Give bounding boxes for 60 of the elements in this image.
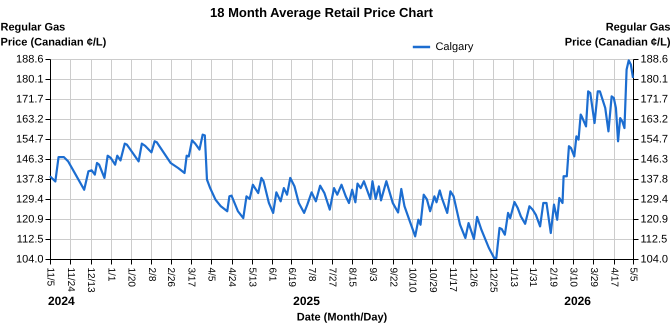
- y-tick-label: 129.4: [16, 193, 44, 206]
- y2-tick-label: 129.4: [640, 193, 668, 206]
- y2-tick-label: 180.1: [640, 74, 668, 86]
- x-tick-label: 6/19: [286, 268, 297, 288]
- y2-tick-label: 188.6: [640, 54, 668, 66]
- x-tick-label: 9/3: [366, 268, 378, 282]
- x-tick-label: 2/8: [146, 268, 157, 282]
- y2-tick-label: 137.8: [640, 174, 668, 186]
- text: 2026: [564, 294, 592, 308]
- y2-tick-label: 146.3: [640, 154, 668, 166]
- y-tick-label: 104.0: [16, 254, 44, 266]
- y2-tick-label: 163.2: [640, 114, 668, 126]
- y2-tick-label: 112.5: [640, 233, 668, 246]
- x-tick-label: 11/17: [447, 268, 458, 292]
- x-tick-label: 6/1: [266, 268, 278, 282]
- x-tick-label: 2/26: [165, 268, 176, 288]
- x-tick-label: 7/8: [306, 268, 318, 282]
- x-tick-label: 12/13: [85, 268, 96, 293]
- y-tick-label: 154.7: [16, 134, 44, 146]
- y-tick-label: 163.2: [16, 114, 44, 126]
- y-tick-label: 137.8: [16, 174, 44, 186]
- y-tick-label: 188.6: [16, 54, 44, 66]
- x-tick-label: 3/10: [568, 268, 579, 288]
- x-axis-title: Date (Month/Day): [296, 312, 388, 324]
- text: 2025: [293, 294, 320, 308]
- chart-title: 18 Month Average Retail Price Chart: [210, 5, 434, 20]
- x-tick-label: 1/31: [527, 268, 538, 288]
- y-tick-label: 120.9: [16, 214, 44, 226]
- y2-tick-label: 104.0: [640, 254, 668, 266]
- x-tick-label: 3/17: [185, 268, 196, 288]
- x-tick-label: 12/25: [488, 268, 499, 293]
- y-tick-label: 112.5: [16, 233, 44, 246]
- x-tick-label: 10/10: [406, 268, 418, 293]
- y-tick-label: 180.1: [16, 74, 44, 86]
- x-tick-label: 4/24: [226, 268, 238, 288]
- legend-label: Calgary: [435, 41, 474, 53]
- x-tick-label: 3/29: [588, 268, 599, 288]
- x-tick-label: 10/29: [426, 268, 438, 293]
- y-tick-label: 171.7: [16, 93, 44, 106]
- x-tick-label: 5/5: [628, 268, 638, 282]
- x-tick-label: 12/6: [467, 268, 478, 288]
- y-tick-label: 146.3: [16, 154, 44, 166]
- x-tick-label: 1/13: [508, 268, 519, 288]
- text: 2024: [48, 294, 76, 308]
- x-tick-label: 4/5: [206, 268, 217, 282]
- x-tick-label: 4/17: [608, 268, 620, 288]
- x-tick-label: 9/22: [387, 268, 398, 288]
- y2-axis-title: Regular Gas Price (Canadian ¢/L): [564, 22, 670, 48]
- y2-tick-label: 120.9: [640, 214, 668, 226]
- x-tick-label: 5/13: [246, 268, 258, 288]
- y2-tick-label: 171.7: [640, 93, 668, 106]
- x-tick-label: 11/24: [64, 268, 76, 292]
- x-tick-label: 1/20: [126, 268, 137, 288]
- x-tick-label: 11/5: [44, 268, 56, 287]
- y-axis-title: Regular Gas Price (Canadian ¢/L): [0, 22, 107, 48]
- x-tick-label: 8/15: [346, 268, 358, 288]
- x-tick-label: 2/19: [547, 268, 558, 288]
- y2-tick-label: 154.7: [640, 134, 668, 146]
- x-tick-label: 1/1: [105, 268, 116, 282]
- x-tick-label: 7/27: [326, 268, 338, 288]
